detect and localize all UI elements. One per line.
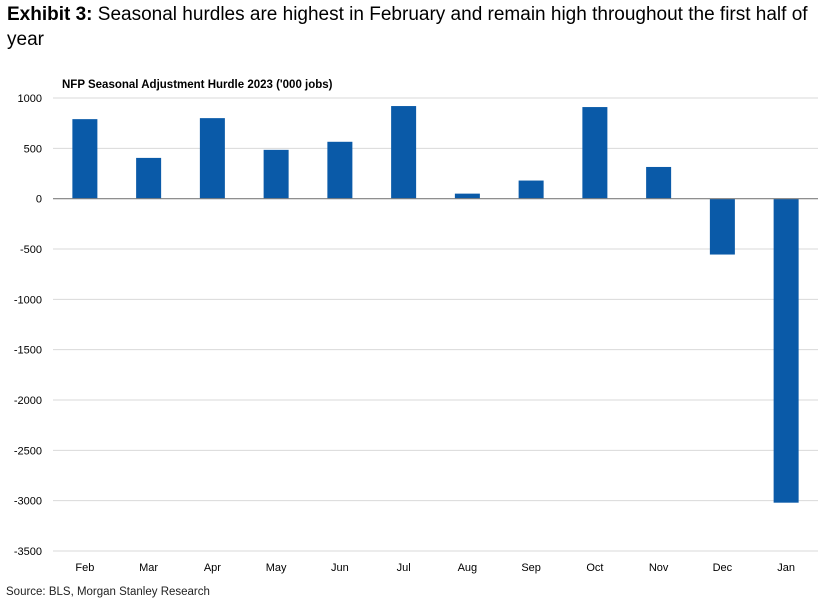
x-tick-label-apr: Apr <box>204 562 221 574</box>
x-tick-label-nov: Nov <box>649 562 669 574</box>
exhibit-headline: Exhibit 3: Seasonal hurdles are highest … <box>7 2 812 52</box>
y-tick-label: -3000 <box>14 496 42 508</box>
x-tick-label-jan: Jan <box>777 562 795 574</box>
x-tick-label-mar: Mar <box>139 562 158 574</box>
y-tick-label: 500 <box>24 143 42 155</box>
y-tick-label: 0 <box>36 194 42 206</box>
y-axis-ticks: 1000 500 0 -500 -1000 -1500 -2000 -2500 -3000 -35… <box>14 93 42 558</box>
gridlines <box>53 97 818 552</box>
bar-mar <box>136 157 162 199</box>
bar-may <box>263 149 289 199</box>
y-tick-label: -3500 <box>14 546 42 558</box>
y-tick-label: -2000 <box>14 395 42 407</box>
x-tick-label-may: May <box>266 562 287 574</box>
x-tick-label-aug: Aug <box>458 562 478 574</box>
bar-jul <box>391 106 417 199</box>
bar-feb <box>72 119 98 199</box>
bar-oct <box>582 107 608 199</box>
bar-sep <box>518 180 544 199</box>
x-tick-label-jun: Jun <box>331 562 349 574</box>
exhibit-title: Seasonal hurdles are highest in February… <box>7 4 808 50</box>
bar-dec <box>709 198 735 255</box>
bar-jun <box>327 141 353 199</box>
source-note: Source: BLS, Morgan Stanley Research <box>6 586 210 598</box>
exhibit-label: Exhibit 3: <box>7 4 93 25</box>
x-axis-ticks: Feb Mar Apr May Jun Jul Aug Sep Oct Nov Dec Jan <box>75 562 795 574</box>
x-tick-label-feb: Feb <box>75 562 94 574</box>
bar-apr <box>199 118 225 199</box>
y-tick-label: 1000 <box>18 93 42 105</box>
y-tick-label: -500 <box>20 244 42 256</box>
y-tick-label: -2500 <box>14 445 42 457</box>
y-tick-label: -1000 <box>14 294 42 306</box>
bar-nov <box>646 166 672 199</box>
chart-title: NFP Seasonal Adjustment Hurdle 2023 ('00… <box>62 79 333 91</box>
x-tick-label-dec: Dec <box>713 562 733 574</box>
x-tick-label-jul: Jul <box>397 562 411 574</box>
bars <box>72 106 799 503</box>
x-tick-label-oct: Oct <box>586 562 603 574</box>
bar-aug <box>454 193 480 199</box>
x-tick-label-sep: Sep <box>521 562 541 574</box>
bar-jan <box>773 198 799 503</box>
y-tick-label: -1500 <box>14 345 42 357</box>
